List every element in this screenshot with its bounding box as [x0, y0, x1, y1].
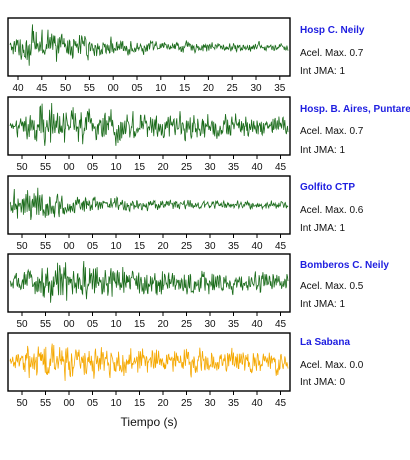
x-tick-label-3-1: 55 — [40, 319, 52, 330]
x-tick-label-3-8: 30 — [204, 319, 216, 330]
x-tick-label-0-4: 00 — [108, 83, 120, 94]
x-tick-label-2-6: 20 — [157, 241, 169, 252]
x-tick-label-4-2: 00 — [63, 398, 75, 409]
panel-frame-0 — [7, 17, 291, 77]
x-tick-label-4-3: 05 — [87, 398, 99, 409]
x-tick-label-0-10: 30 — [250, 83, 262, 94]
x-tick-label-0-7: 15 — [179, 83, 191, 94]
x-tick-label-1-4: 10 — [110, 162, 122, 173]
x-tick-label-3-11: 45 — [275, 319, 287, 330]
x-tick-label-3-2: 00 — [63, 319, 75, 330]
x-tick-label-1-8: 30 — [204, 162, 216, 173]
x-tick-label-3-9: 35 — [228, 319, 240, 330]
station-int-4: Int JMA: 0 — [300, 377, 346, 388]
x-tick-label-0-9: 25 — [227, 83, 239, 94]
x-tick-label-0-2: 50 — [60, 83, 72, 94]
waveform-2 — [9, 187, 289, 221]
station-int-3: Int JMA: 1 — [300, 299, 346, 310]
panel-2: 50 55 00 05 10 15 20 25 30 35 40 45 — [7, 175, 291, 252]
x-tick-label-3-3: 05 — [87, 319, 99, 330]
waveform-4 — [9, 343, 289, 381]
x-tick-label-4-10: 40 — [251, 398, 263, 409]
panel-frame-2 — [7, 175, 291, 235]
x-tick-label-2-9: 35 — [228, 241, 240, 252]
x-tick-label-2-11: 45 — [275, 241, 287, 252]
x-tick-label-1-0: 50 — [16, 162, 28, 173]
x-tick-label-1-7: 25 — [181, 162, 193, 173]
x-tick-label-0-1: 45 — [36, 83, 48, 94]
station-acel-2: Acel. Max. 0.6 — [300, 205, 364, 216]
x-tick-label-4-1: 55 — [40, 398, 52, 409]
x-tick-label-0-0: 40 — [12, 83, 24, 94]
x-tick-label-1-1: 55 — [40, 162, 52, 173]
panel-0: 40 45 50 55 00 05 10 15 20 25 30 35 — [7, 17, 291, 94]
x-tick-label-2-8: 30 — [204, 241, 216, 252]
x-tick-label-1-2: 00 — [63, 162, 75, 173]
x-tick-label-2-10: 40 — [251, 241, 263, 252]
x-tick-label-1-10: 40 — [251, 162, 263, 173]
panel-4: 50 55 00 05 10 15 20 25 30 35 40 45 — [7, 332, 291, 409]
x-tick-label-4-11: 45 — [275, 398, 287, 409]
station-name-4: La Sabana — [300, 337, 351, 348]
x-tick-label-2-3: 05 — [87, 241, 99, 252]
station-acel-0: Acel. Max. 0.7 — [300, 48, 364, 59]
waveform-3 — [9, 260, 289, 303]
x-tick-label-0-8: 20 — [203, 83, 215, 94]
panel-frame-1 — [7, 96, 291, 156]
station-name-2: Golfito CTP — [300, 182, 355, 193]
x-tick-label-1-6: 20 — [157, 162, 169, 173]
x-tick-label-1-9: 35 — [228, 162, 240, 173]
x-tick-label-1-5: 15 — [134, 162, 146, 173]
station-int-2: Int JMA: 1 — [300, 223, 346, 234]
station-name-3: Bomberos C. Neily — [300, 260, 389, 271]
station-int-1: Int JMA: 1 — [300, 145, 346, 156]
waveform-0 — [9, 24, 289, 66]
x-tick-label-0-3: 55 — [84, 83, 96, 94]
panel-3: 50 55 00 05 10 15 20 25 30 35 40 45 — [7, 253, 291, 330]
x-tick-label-3-10: 40 — [251, 319, 263, 330]
x-tick-label-0-5: 05 — [131, 83, 143, 94]
station-acel-3: Acel. Max. 0.5 — [300, 281, 364, 292]
x-tick-label-0-11: 35 — [274, 83, 286, 94]
panel-frame-3 — [7, 253, 291, 313]
x-axis-label: Tiempo (s) — [120, 415, 178, 429]
x-tick-label-3-7: 25 — [181, 319, 193, 330]
x-tick-label-4-8: 30 — [204, 398, 216, 409]
station-int-0: Int JMA: 1 — [300, 66, 346, 77]
x-tick-label-4-5: 15 — [134, 398, 146, 409]
x-tick-label-1-3: 05 — [87, 162, 99, 173]
x-tick-label-2-0: 50 — [16, 241, 28, 252]
x-tick-label-2-1: 55 — [40, 241, 52, 252]
panel-frame-4 — [7, 332, 291, 392]
panel-1: 50 55 00 05 10 15 20 25 30 35 40 45 — [7, 96, 291, 173]
x-tick-label-2-4: 10 — [110, 241, 122, 252]
x-tick-label-3-5: 15 — [134, 319, 146, 330]
station-name-0: Hosp C. Neily — [300, 25, 365, 36]
x-tick-label-4-6: 20 — [157, 398, 169, 409]
station-acel-4: Acel. Max. 0.0 — [300, 360, 364, 371]
waveform-1 — [9, 102, 289, 146]
x-tick-label-3-0: 50 — [16, 319, 28, 330]
x-tick-label-0-6: 10 — [155, 83, 167, 94]
x-tick-label-4-9: 35 — [228, 398, 240, 409]
x-tick-label-2-7: 25 — [181, 241, 193, 252]
x-tick-label-2-5: 15 — [134, 241, 146, 252]
x-tick-label-1-11: 45 — [275, 162, 287, 173]
x-tick-label-3-6: 20 — [157, 319, 169, 330]
x-tick-label-4-7: 25 — [181, 398, 193, 409]
station-name-1: Hosp. B. Aires, Puntare — [300, 104, 410, 115]
x-tick-label-4-0: 50 — [16, 398, 28, 409]
x-tick-label-4-4: 10 — [110, 398, 122, 409]
station-acel-1: Acel. Max. 0.7 — [300, 126, 364, 137]
x-tick-label-2-2: 00 — [63, 241, 75, 252]
x-tick-label-3-4: 10 — [110, 319, 122, 330]
